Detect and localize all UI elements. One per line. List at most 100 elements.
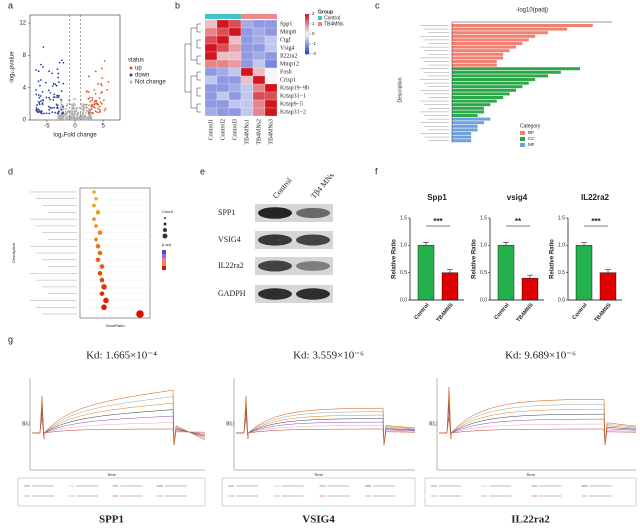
point xyxy=(69,118,72,121)
heat-cell xyxy=(228,91,242,101)
point xyxy=(106,88,109,91)
band xyxy=(258,207,292,219)
dot xyxy=(95,257,101,263)
heat-cell xyxy=(216,107,230,117)
row-label: Vsig4 xyxy=(280,45,294,51)
heat-cell xyxy=(216,59,230,69)
band xyxy=(296,207,330,219)
colorbar-step xyxy=(162,266,166,270)
heat-cell xyxy=(216,99,230,109)
point xyxy=(82,118,85,121)
dot xyxy=(95,243,101,249)
colorbar-step xyxy=(305,32,309,35)
point xyxy=(55,84,58,87)
sensorgram xyxy=(439,411,637,446)
heat-cell xyxy=(264,27,278,37)
row-label: Krtap19−9b xyxy=(280,85,309,91)
point xyxy=(40,63,42,66)
point xyxy=(88,111,91,114)
row-label: Krtap31−2 xyxy=(280,109,306,115)
point xyxy=(42,46,45,48)
row-label: Spp1 xyxy=(280,21,292,27)
point xyxy=(90,118,92,121)
point xyxy=(65,117,68,119)
legend-label: down xyxy=(135,73,149,79)
heat-cell xyxy=(252,51,266,61)
point xyxy=(90,108,93,111)
point xyxy=(82,103,85,106)
bar xyxy=(452,63,497,67)
protein-name: VSIG4 xyxy=(302,514,335,526)
point xyxy=(65,112,68,114)
band xyxy=(258,234,292,246)
point xyxy=(41,90,44,93)
point xyxy=(58,117,60,119)
heat-cell xyxy=(240,91,254,101)
point xyxy=(63,118,65,121)
heat-cell xyxy=(240,83,254,93)
dot xyxy=(103,297,109,304)
legend-dot xyxy=(164,217,166,219)
y-axis-title: -log₁₀pvalue xyxy=(10,51,16,84)
sensorgram xyxy=(236,402,416,446)
point xyxy=(71,108,73,111)
sensorgram xyxy=(439,401,637,446)
sensorgram xyxy=(439,391,637,446)
point xyxy=(102,99,105,102)
point xyxy=(48,109,51,111)
colorbar-step xyxy=(305,36,309,39)
bar xyxy=(575,245,593,301)
heat-cell xyxy=(204,91,218,101)
heat-cell xyxy=(252,83,266,93)
colorbar-step xyxy=(162,254,166,258)
heat-cell xyxy=(204,107,218,117)
legend-label: Control xyxy=(324,15,340,21)
point xyxy=(49,98,51,101)
point xyxy=(37,70,40,73)
heat-cell xyxy=(228,99,242,109)
dot xyxy=(92,190,96,194)
row-label: GADPH xyxy=(218,289,246,298)
bar xyxy=(497,245,515,301)
point xyxy=(45,81,47,84)
point xyxy=(53,93,56,96)
point xyxy=(45,96,48,99)
heat-cell xyxy=(228,59,242,69)
legend-label: TB4MNs xyxy=(324,21,344,27)
dot xyxy=(99,277,105,283)
heat-cell xyxy=(228,27,242,37)
colorbar-step xyxy=(305,48,309,51)
point xyxy=(60,98,63,101)
legend-title: Group xyxy=(318,9,333,15)
legend-swatch xyxy=(520,131,525,135)
point xyxy=(98,97,101,100)
point xyxy=(38,96,41,99)
point xyxy=(64,110,67,113)
heat-cell xyxy=(264,99,278,109)
point xyxy=(78,107,81,109)
point xyxy=(97,104,100,106)
point xyxy=(62,115,65,118)
point xyxy=(97,107,99,110)
point xyxy=(67,110,69,113)
y-tick-label: 12 xyxy=(19,21,26,27)
heat-cell xyxy=(216,19,230,29)
bar xyxy=(452,85,523,89)
point xyxy=(57,76,60,79)
kd-label: Kd: 9.689×10⁻⁶ xyxy=(505,350,576,362)
point xyxy=(48,112,51,115)
point xyxy=(37,80,40,83)
x-axis-title: log₂Fold change xyxy=(53,133,97,139)
heat-cell xyxy=(216,75,230,85)
colorbar-step xyxy=(305,16,309,19)
point xyxy=(63,114,65,117)
y-tick-label: 0.0 xyxy=(558,297,565,303)
column-label: TB4MNs3 xyxy=(268,119,274,145)
y-tick-label: 0.0 xyxy=(400,297,407,303)
point xyxy=(87,91,90,93)
colorbar-label: -1 xyxy=(312,41,316,46)
point xyxy=(47,105,50,108)
kd-label: Kd: 3.559×10⁻⁶ xyxy=(293,350,364,362)
x-tick-label: 0 xyxy=(73,124,77,130)
point xyxy=(39,84,41,87)
